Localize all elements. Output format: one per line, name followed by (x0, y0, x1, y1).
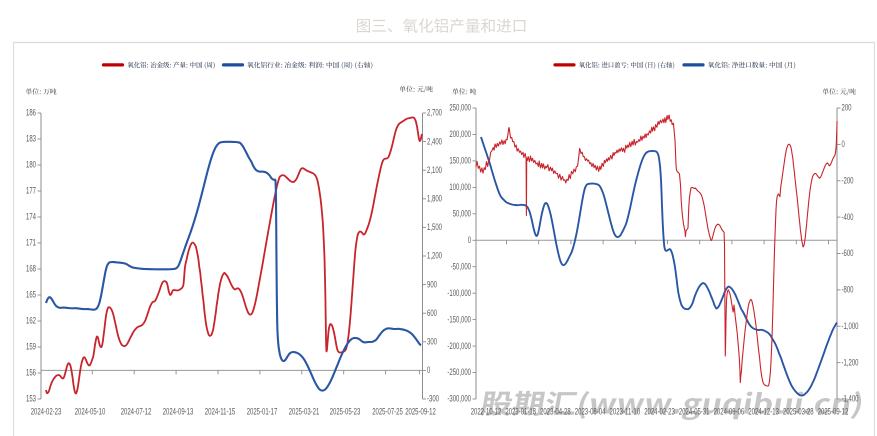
svg-text:171: 171 (26, 238, 36, 248)
svg-text:2022-10-12: 2022-10-12 (471, 407, 502, 417)
svg-text:2023-08-04: 2023-08-04 (575, 407, 606, 417)
svg-text:2023-11-10: 2023-11-10 (610, 407, 641, 417)
svg-text:156: 156 (26, 368, 36, 378)
svg-text:2024-07-12: 2024-07-12 (121, 407, 152, 417)
svg-text:2,400: 2,400 (427, 136, 442, 146)
svg-text:177: 177 (26, 186, 36, 196)
svg-text:2024-02-23: 2024-02-23 (31, 407, 62, 417)
svg-text:2024-09-13: 2024-09-13 (163, 407, 194, 417)
svg-text:162: 162 (26, 316, 36, 326)
svg-text:2024-02-23: 2024-02-23 (644, 407, 675, 417)
svg-text:-300: -300 (427, 394, 439, 404)
svg-text:183: 183 (26, 134, 36, 144)
svg-text:174: 174 (26, 212, 36, 222)
svg-text:0: 0 (468, 235, 471, 245)
svg-text:2025-01-17: 2025-01-17 (247, 407, 278, 417)
svg-text:0: 0 (427, 365, 430, 375)
svg-text:1,500: 1,500 (427, 222, 442, 232)
svg-text:186: 186 (26, 108, 36, 118)
svg-text:-600: -600 (842, 248, 854, 258)
svg-text:-100,000: -100,000 (447, 288, 471, 298)
svg-text:0: 0 (842, 139, 845, 149)
svg-text:2025-05-23: 2025-05-23 (330, 407, 361, 417)
svg-text:50,000: 50,000 (453, 209, 471, 219)
svg-text:165: 165 (26, 290, 36, 300)
svg-text:-50,000: -50,000 (451, 261, 471, 271)
svg-text:2023-01-18: 2023-01-18 (505, 407, 536, 417)
svg-text:1,200: 1,200 (427, 251, 442, 261)
svg-text:200: 200 (842, 103, 852, 113)
svg-text:2,100: 2,100 (427, 165, 442, 175)
svg-text:2024-12-13: 2024-12-13 (748, 407, 779, 417)
svg-text:2025-03-28: 2025-03-28 (783, 407, 814, 417)
svg-text:900: 900 (427, 279, 437, 289)
svg-text:600: 600 (427, 308, 437, 318)
svg-text:-800: -800 (842, 285, 854, 295)
svg-text:180: 180 (26, 160, 36, 170)
svg-text:-250,000: -250,000 (447, 367, 471, 377)
svg-text:-1,400: -1,400 (842, 394, 859, 404)
svg-text:2024-05-31: 2024-05-31 (679, 407, 710, 417)
svg-text:150,000: 150,000 (449, 156, 471, 166)
svg-text:2023-04-28: 2023-04-28 (540, 407, 571, 417)
svg-text:-150,000: -150,000 (447, 314, 471, 324)
svg-text:2025-09-12: 2025-09-12 (405, 407, 436, 417)
svg-text:2,700: 2,700 (427, 108, 442, 118)
svg-text:-300,000: -300,000 (447, 394, 471, 404)
svg-text:1,800: 1,800 (427, 194, 442, 204)
svg-text:2025-09-12: 2025-09-12 (818, 407, 849, 417)
svg-text:100,000: 100,000 (449, 182, 471, 192)
svg-text:153: 153 (26, 394, 36, 404)
svg-text:2025-03-21: 2025-03-21 (289, 407, 320, 417)
svg-text:168: 168 (26, 264, 36, 274)
svg-text:2024-05-10: 2024-05-10 (75, 407, 106, 417)
svg-text:-1,000: -1,000 (842, 321, 859, 331)
svg-text:-200,000: -200,000 (447, 341, 471, 351)
svg-text:2025-07-25: 2025-07-25 (372, 407, 403, 417)
svg-text:-1,200: -1,200 (842, 357, 859, 367)
svg-text:2024-11-15: 2024-11-15 (205, 407, 236, 417)
svg-text:159: 159 (26, 342, 36, 352)
svg-text:300: 300 (427, 337, 437, 347)
svg-text:-200: -200 (842, 176, 854, 186)
svg-text:250,000: 250,000 (449, 103, 471, 113)
svg-text:-400: -400 (842, 212, 854, 222)
svg-text:2024-09-06: 2024-09-06 (714, 407, 745, 417)
svg-text:200,000: 200,000 (449, 129, 471, 139)
